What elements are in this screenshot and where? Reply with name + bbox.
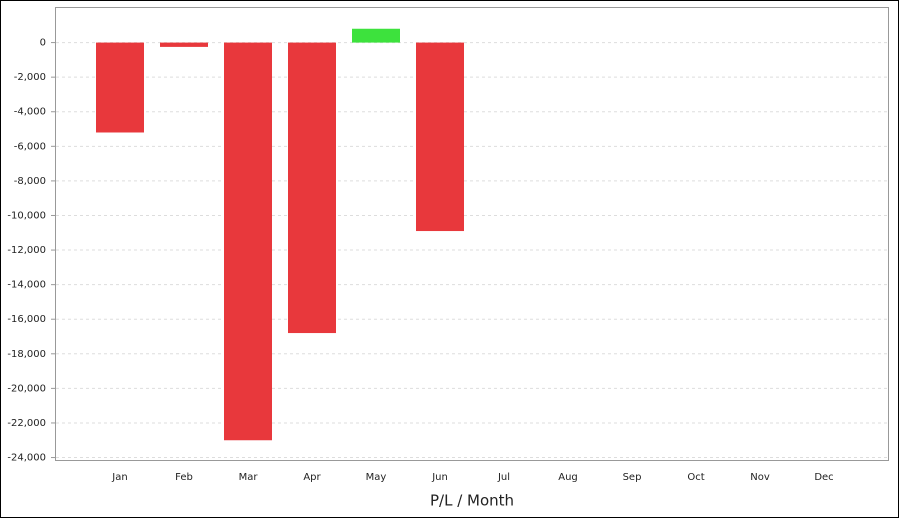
y-tick-label: -22,000	[7, 418, 46, 429]
y-tick-label: -8,000	[14, 176, 46, 187]
x-tick-label: May	[366, 472, 387, 483]
y-tick-label: -4,000	[14, 107, 46, 118]
x-tick-label: Feb	[175, 472, 193, 483]
x-tick-label: Oct	[687, 472, 704, 483]
y-tick-label: -10,000	[7, 210, 46, 221]
x-tick-label: Jul	[497, 472, 510, 483]
x-tick-label: Dec	[814, 472, 833, 483]
y-tick-label: -18,000	[7, 349, 46, 360]
y-tick-label: -24,000	[7, 453, 46, 464]
x-tick-label: Sep	[623, 472, 642, 483]
plot-area	[55, 7, 889, 461]
x-tick-label: Jan	[111, 472, 127, 483]
bar	[160, 42, 208, 47]
x-tick-label: Mar	[239, 472, 259, 483]
x-axis-label: P/L / Month	[430, 492, 514, 510]
y-tick-label: -16,000	[7, 314, 46, 325]
bar	[288, 42, 336, 334]
y-tick-label: -6,000	[14, 141, 46, 152]
x-tick-label: Jun	[431, 472, 448, 483]
bar	[352, 28, 400, 43]
y-tick-label: -2,000	[14, 72, 46, 83]
bar	[96, 42, 144, 133]
x-tick-label: Nov	[750, 472, 770, 483]
x-tick-label: Apr	[303, 472, 321, 483]
y-tick-label: -20,000	[7, 383, 46, 394]
bar	[416, 42, 464, 232]
y-tick-label: -14,000	[7, 280, 46, 291]
bar	[224, 42, 272, 441]
x-tick-label: Aug	[558, 472, 578, 483]
y-tick-label: -12,000	[7, 245, 46, 256]
y-tick-label: 0	[40, 38, 46, 49]
